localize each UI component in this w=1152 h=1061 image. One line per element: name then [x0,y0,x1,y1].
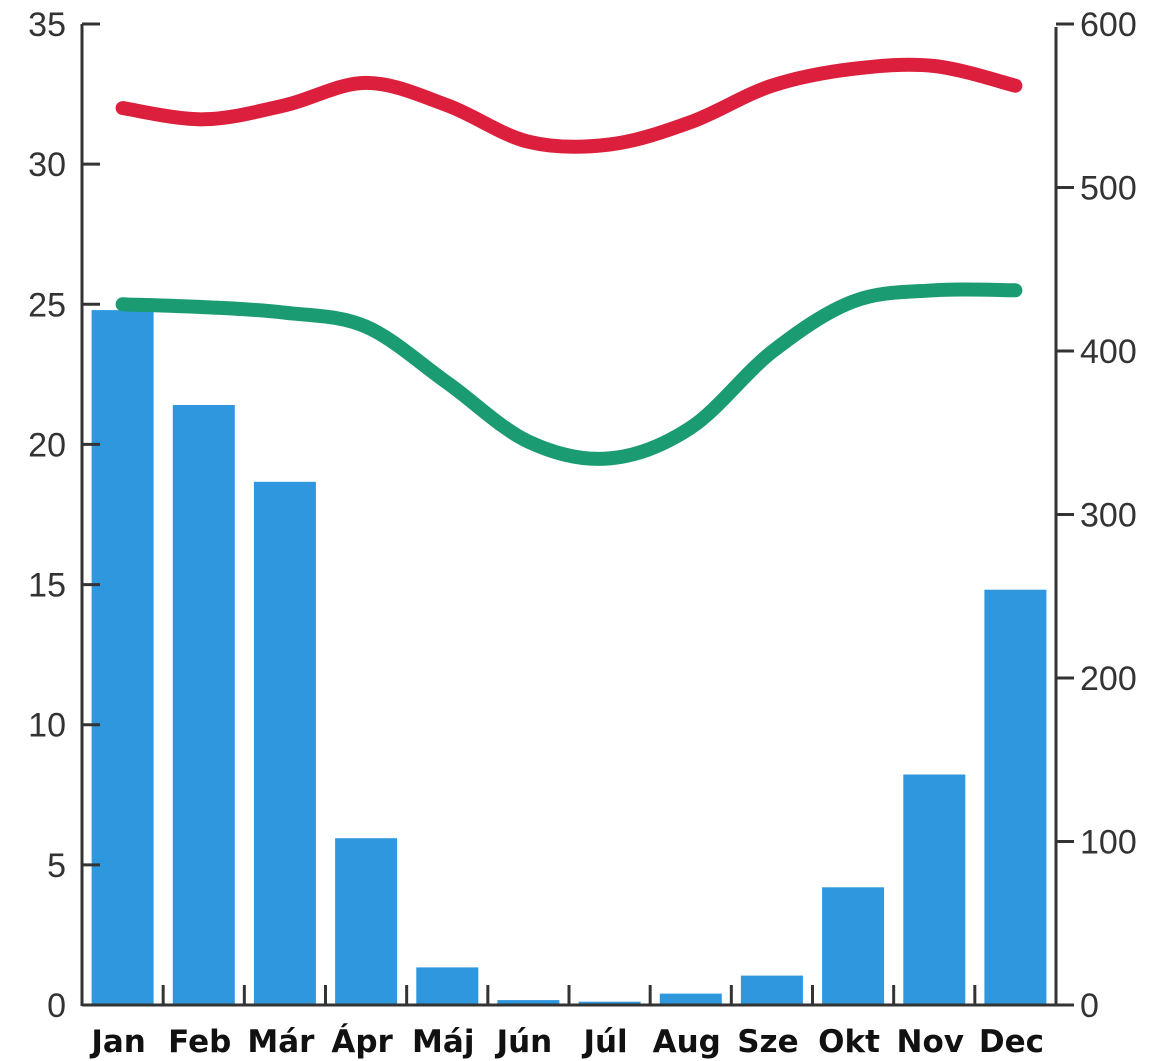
right-tick-label: 500 [1080,170,1137,208]
bar-Máj [416,967,479,1005]
left-tick-label: 10 [28,707,66,745]
bar-Jan [91,310,154,1006]
left-tick-label: 5 [47,847,66,885]
x-tick-label: Júl [581,1024,627,1060]
x-tick-label: Máj [412,1024,474,1060]
bar-Sze [740,975,803,1005]
left-tick-label: 35 [28,6,66,44]
bar-Feb [172,405,235,1005]
right-tick-label: 600 [1080,6,1137,44]
bar-Aug [659,993,722,1005]
x-tick-label: Nov [897,1024,964,1060]
bar-Dec [984,589,1047,1005]
x-tick-label: Sze [737,1024,798,1060]
x-tick-label: Jan [89,1024,146,1060]
precipitation-bars [91,310,1047,1006]
left-tick-label: 20 [28,426,66,464]
x-tick-label: Okt [818,1024,880,1060]
bar-Nov [903,774,966,1005]
x-tick-label: Már [247,1024,315,1060]
x-tick-label: Aug [653,1024,721,1060]
left-tick-label: 25 [28,286,66,324]
bar-Már [253,481,316,1005]
right-tick-label: 400 [1080,333,1137,371]
right-tick-label: 0 [1080,987,1099,1025]
bar-Jún [497,1000,560,1005]
bar-Júl [578,1001,641,1005]
line-series-1 [115,57,1023,154]
left-tick-label: 15 [28,567,66,605]
bar-Okt [822,887,885,1005]
axis-ticks [82,22,1074,1007]
temperature-lines [115,57,1023,466]
right-tick-label: 200 [1080,660,1137,698]
x-tick-label: Ápr [331,1024,393,1060]
left-tick-label: 0 [47,987,66,1025]
axis-labels: 0 5 10 15 20 25 30 35 0 100 200 300 400 500 600 Jan Feb M… [28,6,1137,1060]
right-tick-label: 100 [1080,824,1137,862]
x-tick-label: Jún [495,1024,553,1060]
right-tick-label: 300 [1080,497,1137,535]
left-tick-label: 30 [28,146,66,184]
x-tick-label: Dec [979,1024,1044,1060]
line-series-2 [115,282,1023,466]
x-tick-label: Feb [168,1024,231,1060]
bar-Ápr [335,838,398,1005]
